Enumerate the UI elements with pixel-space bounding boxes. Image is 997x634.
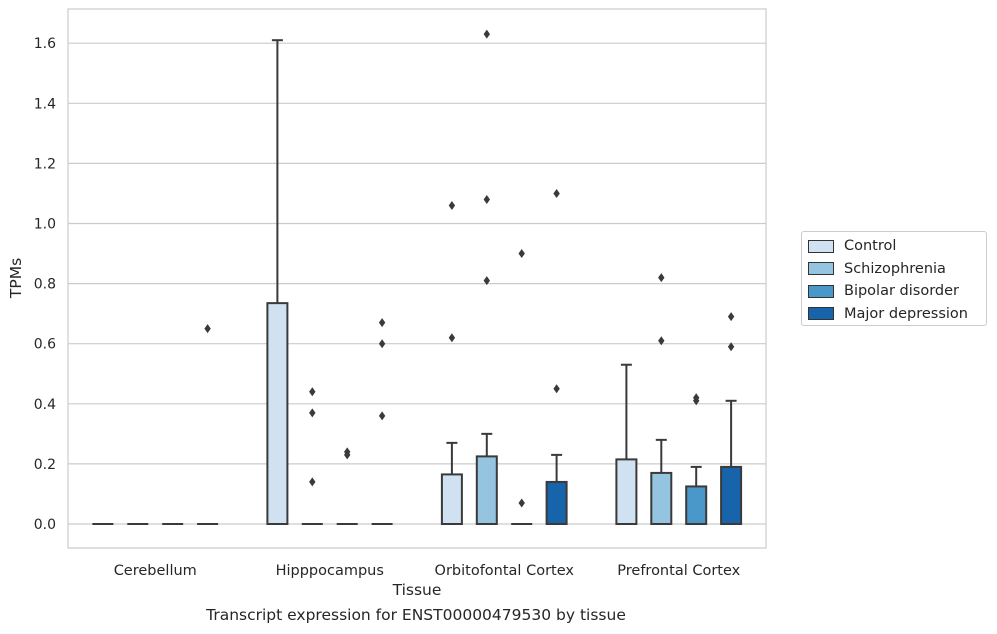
y-tick-label: 0.4 bbox=[34, 397, 56, 413]
box-rect bbox=[440, 473, 463, 526]
y-tick-label: 1.4 bbox=[34, 96, 56, 112]
outlier-point bbox=[448, 333, 456, 343]
box-rect bbox=[615, 458, 638, 525]
outlier-point bbox=[378, 339, 386, 349]
gridlines bbox=[68, 42, 766, 525]
outlier-point bbox=[483, 276, 490, 286]
x-axis-label: Tissue bbox=[392, 581, 442, 599]
x-tick-label: Hipppocampus bbox=[276, 563, 384, 579]
box-rect bbox=[720, 465, 743, 525]
box-control bbox=[615, 363, 638, 525]
box-major-depression bbox=[720, 312, 743, 525]
outlier-point bbox=[727, 312, 735, 322]
box-major-depression bbox=[371, 318, 393, 525]
box-bipolar-disorder bbox=[511, 249, 533, 525]
box-bipolar-disorder bbox=[685, 393, 708, 525]
figure-caption: Transcript expression for ENST0000047953… bbox=[206, 606, 626, 624]
box-rect bbox=[266, 302, 289, 525]
outlier-point bbox=[693, 393, 700, 403]
box-control bbox=[266, 39, 289, 525]
y-tick-label: 1.6 bbox=[34, 36, 56, 52]
box-rect bbox=[650, 471, 673, 526]
legend-swatch bbox=[808, 239, 834, 253]
legend: Control Schizophrenia Bipolar disorder Majo… bbox=[801, 231, 987, 326]
y-tick-label: 0.6 bbox=[34, 337, 56, 353]
x-tick-label: Orbitofontal Cortex bbox=[435, 563, 575, 579]
outlier-point bbox=[204, 324, 211, 334]
legend-item: Bipolar disorder bbox=[808, 280, 986, 303]
box-schizophrenia bbox=[475, 29, 498, 526]
x-tick-label: Cerebellum bbox=[114, 563, 197, 579]
box-major-depression bbox=[197, 324, 219, 525]
y-tick-label: 0.2 bbox=[34, 457, 56, 473]
plot-area-frame bbox=[67, 8, 767, 549]
outlier-point bbox=[378, 411, 386, 421]
outlier-point bbox=[518, 249, 525, 259]
legend-swatch bbox=[808, 262, 834, 276]
box-bipolar-disorder bbox=[336, 447, 358, 525]
box-schizophrenia bbox=[650, 273, 673, 526]
legend-label: Control bbox=[844, 238, 897, 255]
legend-swatch bbox=[808, 307, 834, 321]
outlier-point bbox=[658, 273, 665, 283]
y-tick-labels: 0.0 0.2 0.4 0.6 0.8 1.0 1.2 1.4 1.6 bbox=[34, 36, 56, 533]
legend-swatch bbox=[808, 284, 834, 298]
y-tick-label: 0.0 bbox=[34, 517, 56, 533]
legend-item: Control bbox=[808, 235, 986, 258]
legend-label: Major depression bbox=[844, 305, 968, 322]
y-axis-label: TPMs bbox=[7, 258, 25, 299]
outlier-point bbox=[553, 188, 560, 198]
box-rect bbox=[685, 485, 708, 525]
box-control bbox=[440, 200, 463, 526]
box-schizophrenia bbox=[301, 387, 323, 525]
x-tick-labels: Cerebellum Hipppocampus Orbitofontal Corte… bbox=[114, 563, 741, 579]
outlier-point bbox=[309, 387, 316, 397]
outlier-point bbox=[483, 29, 490, 39]
legend-item: Major depression bbox=[808, 303, 986, 326]
box-rect bbox=[475, 455, 498, 526]
box-groups bbox=[92, 29, 743, 526]
legend-label: Bipolar disorder bbox=[844, 283, 959, 300]
outlier-point bbox=[658, 336, 665, 346]
outlier-point bbox=[309, 408, 316, 418]
outlier-point bbox=[483, 194, 490, 204]
outlier-point bbox=[378, 318, 386, 328]
outlier-point bbox=[518, 498, 525, 508]
outlier-point bbox=[448, 200, 456, 210]
legend-item: Schizophrenia bbox=[808, 258, 986, 281]
x-tick-label: Prefrontal Cortex bbox=[617, 563, 740, 579]
y-tick-label: 0.8 bbox=[34, 277, 56, 293]
box-major-depression bbox=[545, 188, 568, 525]
y-tick-label: 1.0 bbox=[34, 217, 56, 233]
box-rect bbox=[545, 480, 568, 525]
y-tick-label: 1.2 bbox=[34, 156, 56, 172]
legend-label: Schizophrenia bbox=[844, 260, 946, 277]
outlier-point bbox=[344, 447, 351, 457]
outlier-point bbox=[309, 477, 316, 487]
outlier-point bbox=[727, 342, 735, 352]
outlier-point bbox=[553, 384, 560, 394]
